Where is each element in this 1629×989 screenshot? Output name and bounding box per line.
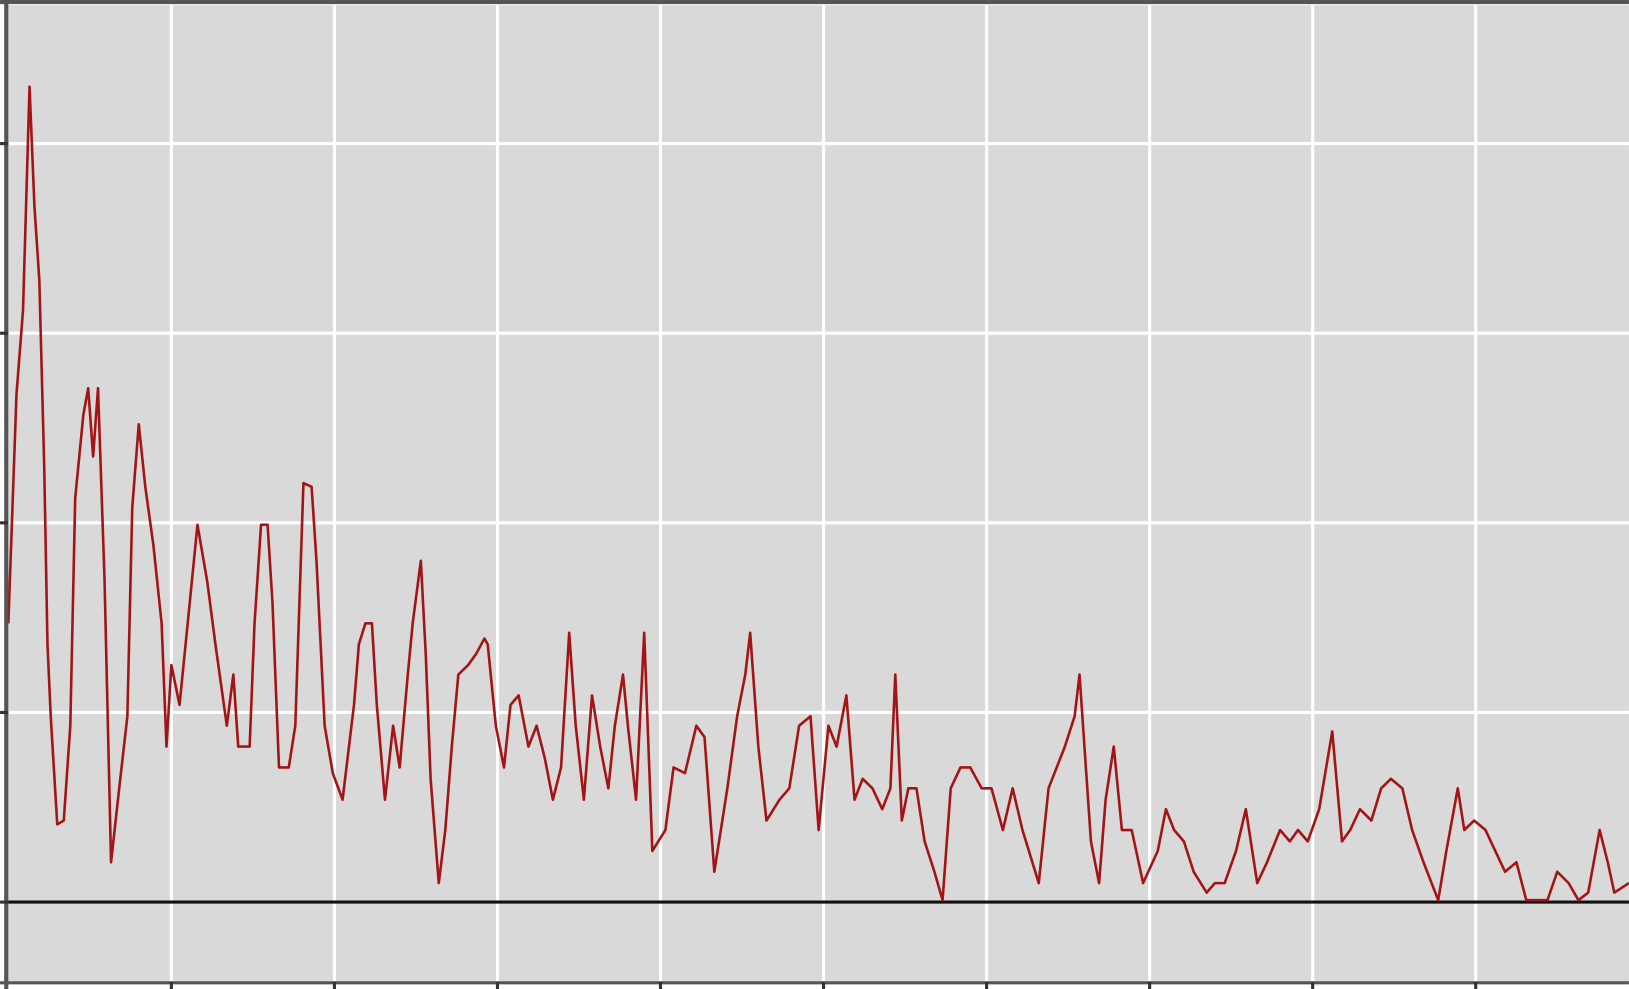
data-line: [7, 85, 1629, 902]
plot-area: [8, 5, 1629, 982]
marks: [7, 85, 1629, 902]
grid: [8, 5, 1629, 982]
